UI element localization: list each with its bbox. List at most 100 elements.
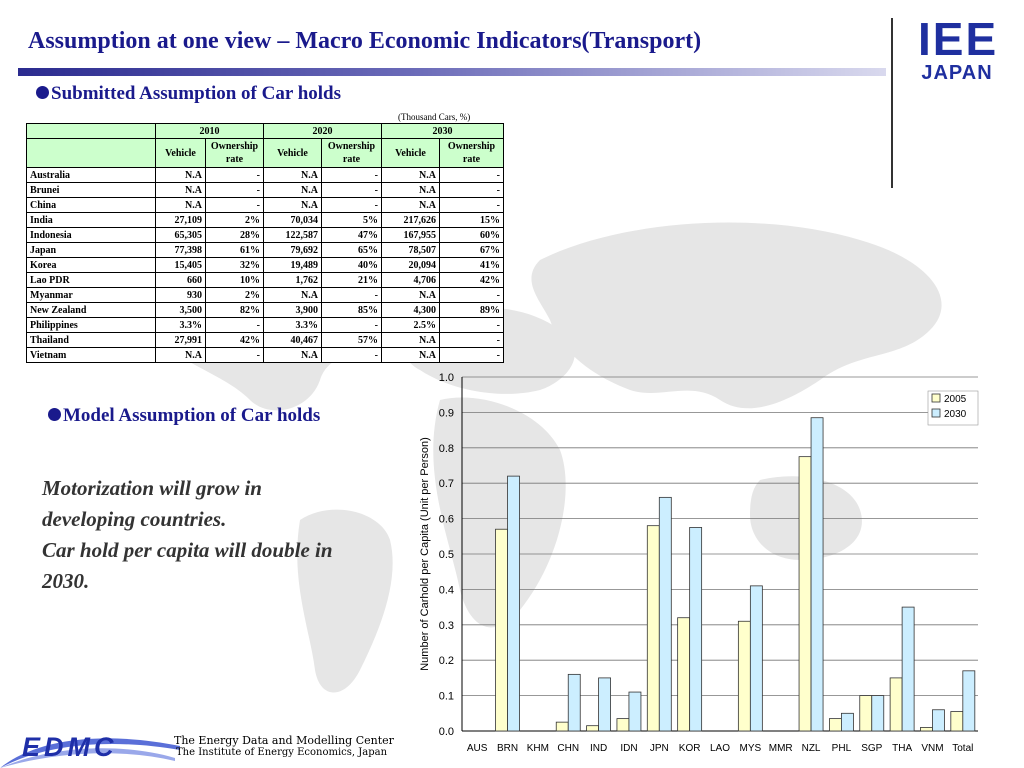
table-value-cell: - xyxy=(321,317,382,333)
table-row: Myanmar 930 2% N.A - N.A - xyxy=(26,287,504,303)
table-value-cell: 5% xyxy=(321,212,382,228)
table-value-cell: - xyxy=(321,287,382,303)
year-header: 2010 xyxy=(155,123,264,139)
country-name-cell: China xyxy=(26,197,156,213)
table-value-cell: 27,991 xyxy=(155,332,206,348)
legend-swatch-2030 xyxy=(931,408,941,418)
table-value-cell: 65,305 xyxy=(155,227,206,243)
table-row: China N.A - N.A - N.A - xyxy=(26,197,504,213)
table-value-cell: N.A xyxy=(381,197,440,213)
table-value-cell: N.A xyxy=(381,287,440,303)
table-value-cell: - xyxy=(439,167,504,183)
table-value-cell: 40,467 xyxy=(263,332,322,348)
bar-2030-total xyxy=(962,670,976,732)
bar-2030-brn xyxy=(507,475,520,732)
country-name-cell: Lao PDR xyxy=(26,272,156,288)
table-value-cell: 2% xyxy=(205,287,264,303)
y-tick-label: 0.7 xyxy=(439,478,454,490)
y-axis-label: Number of Carhold per Capita (Unit per P… xyxy=(419,437,431,671)
table-value-cell: 4,706 xyxy=(381,272,440,288)
table-row: Brunei N.A - N.A - N.A - xyxy=(26,182,504,198)
statement-line: 2030. xyxy=(42,569,90,593)
x-tick-label: IDN xyxy=(620,743,637,754)
iee-japan-logo: IEE JAPAN xyxy=(918,16,996,96)
footer: EDMC The Energy Data and Modelling Cente… xyxy=(0,728,1024,768)
y-tick-label: 0.3 xyxy=(439,620,454,632)
table-value-cell: N.A xyxy=(263,287,322,303)
table-body: Australia N.A - N.A - N.A - Brunei N.A - N.A - N.A - C… xyxy=(26,167,504,363)
legend-label: 2030 xyxy=(944,409,967,420)
bar-2030-vnm xyxy=(932,709,945,732)
table-unit-note: (Thousand Cars, %) xyxy=(398,112,471,122)
x-tick-label: THA xyxy=(892,743,912,754)
bar-2005-tha xyxy=(889,677,903,732)
column-header-vehicle: Vehicle xyxy=(263,138,322,168)
statement-line: Motorization will grow in xyxy=(42,476,262,500)
country-name-cell: Australia xyxy=(26,167,156,183)
table-value-cell: 3.3% xyxy=(263,317,322,333)
country-name-cell: Philippines xyxy=(26,317,156,333)
country-name-cell: Japan xyxy=(26,242,156,258)
x-tick-label: CHN xyxy=(557,743,579,754)
table-value-cell: - xyxy=(439,197,504,213)
table-value-cell: 28% xyxy=(205,227,264,243)
table-row: Japan 77,398 61% 79,692 65% 78,507 67% xyxy=(26,242,504,258)
y-tick-label: 0.9 xyxy=(439,407,454,419)
x-tick-label: JPN xyxy=(650,743,669,754)
x-tick-label: KOR xyxy=(679,743,701,754)
table-value-cell: 85% xyxy=(321,302,382,318)
table-value-cell: N.A xyxy=(155,167,206,183)
table-value-cell: 660 xyxy=(155,272,206,288)
country-name-cell: Thailand xyxy=(26,332,156,348)
table-value-cell: 70,034 xyxy=(263,212,322,228)
table-value-cell: 122,587 xyxy=(263,227,322,243)
bar-2030-phl xyxy=(841,712,854,732)
y-tick-label: 0.1 xyxy=(439,691,454,703)
bar-2030-sgp xyxy=(871,695,885,732)
table-value-cell: 15,405 xyxy=(155,257,206,273)
table-value-cell: - xyxy=(205,347,264,363)
bar-2030-idn xyxy=(628,691,642,732)
table-value-cell: 57% xyxy=(321,332,382,348)
table-row: Thailand 27,991 42% 40,467 57% N.A - xyxy=(26,332,504,348)
column-header-vehicle: Vehicle xyxy=(381,138,440,168)
table-value-cell: 78,507 xyxy=(381,242,440,258)
y-tick-label: 0.2 xyxy=(439,655,454,667)
bar-2005-sgp xyxy=(859,695,873,732)
table-row: Vietnam N.A - N.A - N.A - xyxy=(26,347,504,363)
bar-2030-mys xyxy=(749,585,763,732)
table-value-cell: - xyxy=(321,182,382,198)
table-value-cell: 3,900 xyxy=(263,302,322,318)
bar-2030-jpn xyxy=(658,496,672,732)
title-divider xyxy=(18,68,886,76)
bullet-icon xyxy=(48,408,61,421)
x-tick-label: IND xyxy=(590,743,607,754)
bar-2005-kor xyxy=(677,617,691,732)
bar-2005-mys xyxy=(737,620,751,732)
table-value-cell: N.A xyxy=(155,182,206,198)
table-value-cell: N.A xyxy=(263,167,322,183)
table-value-cell: 2.5% xyxy=(381,317,440,333)
table-value-cell: 40% xyxy=(321,257,382,273)
table-value-cell: 79,692 xyxy=(263,242,322,258)
table-row: India 27,109 2% 70,034 5% 217,626 15% xyxy=(26,212,504,228)
y-tick-label: 0.4 xyxy=(439,584,454,596)
column-header-ownership-rate: Ownership rate xyxy=(439,138,504,168)
edmc-swoosh-graphic xyxy=(0,738,180,768)
statement-line: Car hold per capita will double in xyxy=(42,538,333,562)
x-tick-label: PHL xyxy=(832,743,852,754)
table-value-cell: N.A xyxy=(155,347,206,363)
table-row: Lao PDR 660 10% 1,762 21% 4,706 42% xyxy=(26,272,504,288)
table-value-cell: 4,300 xyxy=(381,302,440,318)
table-value-cell: 3.3% xyxy=(155,317,206,333)
table-row: Philippines 3.3% -3.3% -2.5% - xyxy=(26,317,504,333)
table-value-cell: 42% xyxy=(205,332,264,348)
country-name-cell: Brunei xyxy=(26,182,156,198)
table-value-cell: 27,109 xyxy=(155,212,206,228)
table-value-cell: 15% xyxy=(439,212,504,228)
table-row: Korea 15,405 32% 19,489 40% 20,094 41% xyxy=(26,257,504,273)
year-header: 2030 xyxy=(381,123,504,139)
x-tick-label: Total xyxy=(952,743,973,754)
table-value-cell: - xyxy=(439,317,504,333)
section-heading-model: Model Assumption of Car holds xyxy=(48,405,320,427)
